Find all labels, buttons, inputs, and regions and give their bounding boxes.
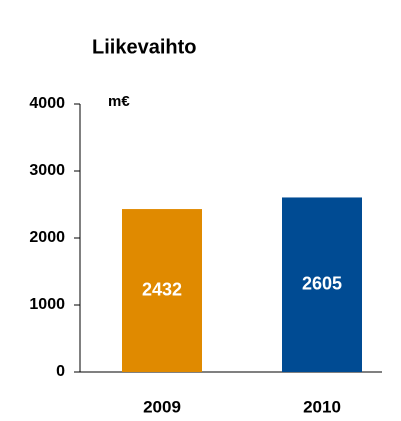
chart-title: Liikevaihto — [92, 36, 196, 58]
y-tick-label: 0 — [56, 363, 65, 380]
unit-label: m€ — [108, 93, 130, 110]
y-tick-label: 1000 — [29, 296, 65, 313]
x-tick-label: 2009 — [143, 397, 181, 416]
bar — [122, 209, 202, 372]
x-tick-label: 2010 — [303, 397, 341, 416]
data-label: 2605 — [302, 273, 342, 293]
bar — [282, 197, 362, 372]
y-tick-label: 2000 — [29, 229, 65, 246]
y-tick-label: 4000 — [29, 95, 65, 112]
y-tick-label: 3000 — [29, 162, 65, 179]
data-label: 2432 — [142, 279, 182, 299]
